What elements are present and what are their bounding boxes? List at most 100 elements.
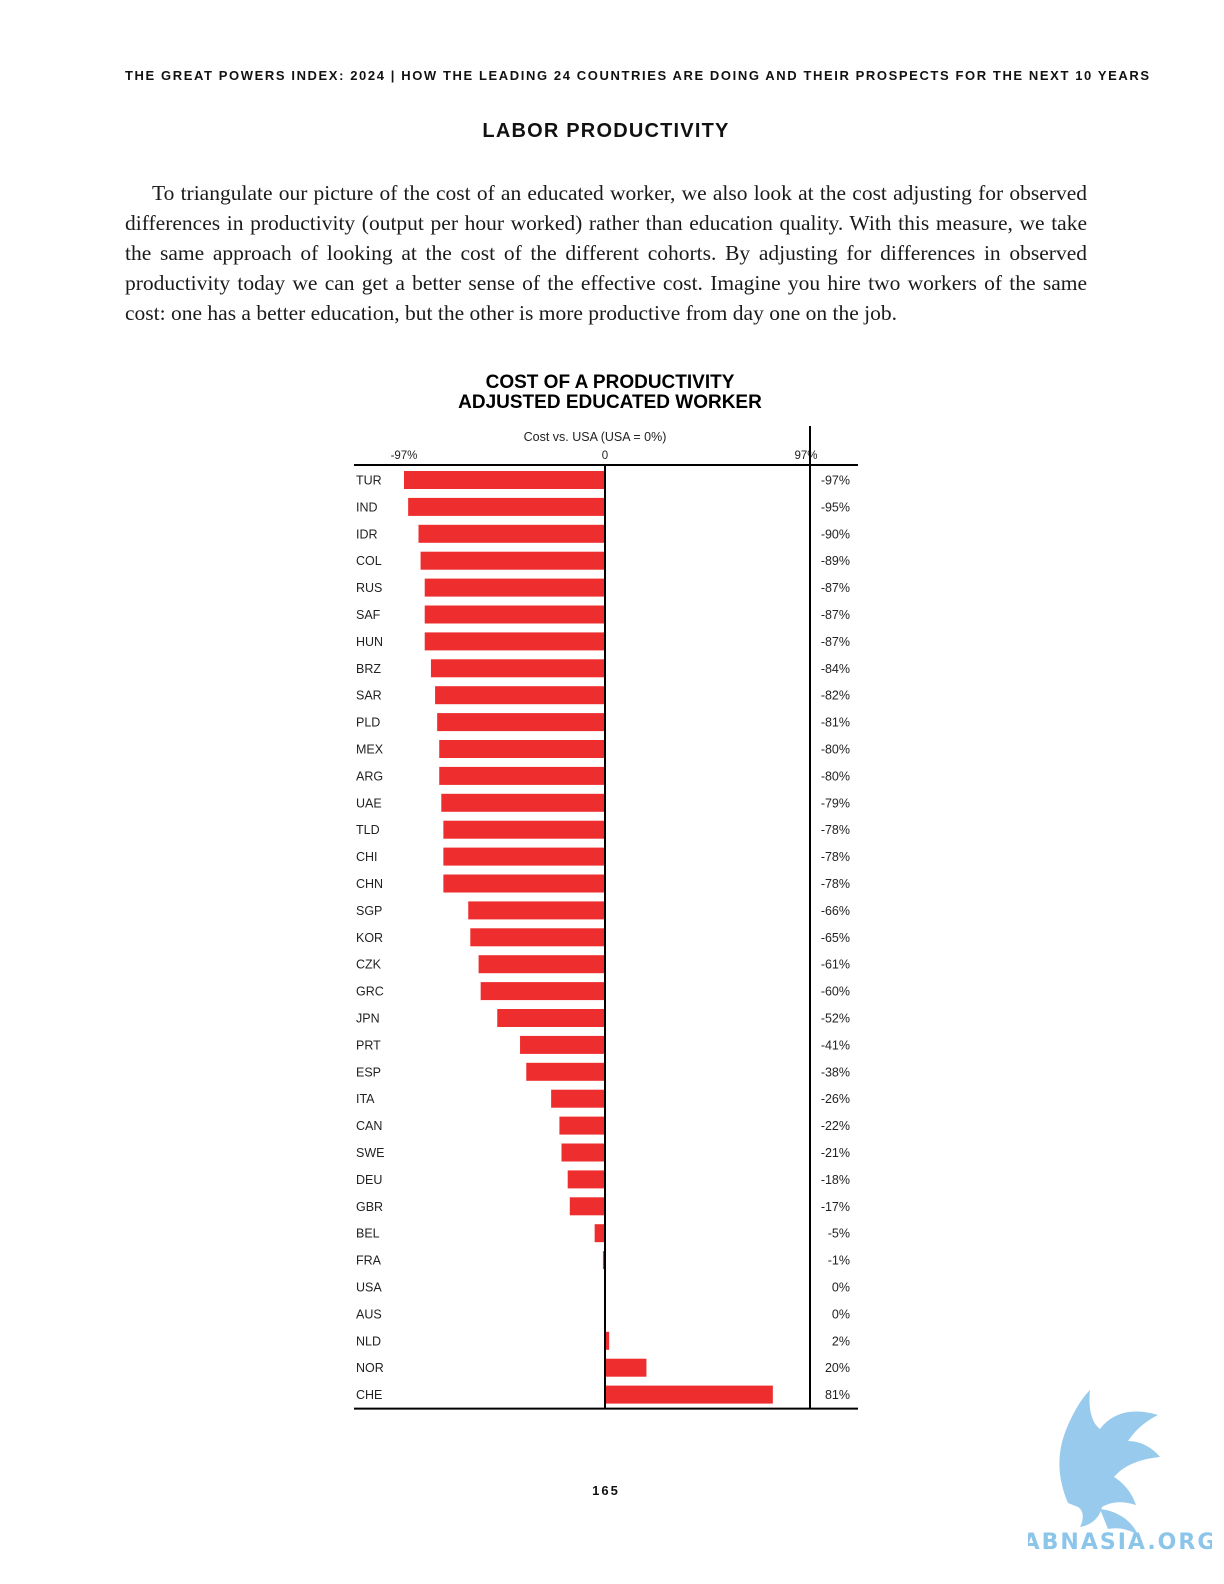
value-label: -87% [821,608,850,622]
value-label: -82% [821,689,850,703]
category-label: SGP [356,904,382,918]
section-title: LABOR PRODUCTIVITY [482,120,730,142]
category-label: UAE [356,796,382,810]
category-label: PRT [356,1038,381,1052]
tick-label: -97% [391,450,418,462]
bar-saf [424,605,605,624]
bar-tld [443,820,605,839]
bar-bel [594,1224,605,1243]
category-label: TLD [356,823,380,837]
category-label: CHI [356,850,378,864]
category-label: RUS [356,581,382,595]
value-label: -89% [821,554,850,568]
category-label: NOR [356,1361,384,1375]
category-label: ITA [356,1092,375,1106]
category-label: TUR [356,474,382,488]
bar-pld [437,713,605,732]
value-label: 81% [825,1388,850,1402]
value-label: -1% [828,1254,850,1268]
value-label: 20% [825,1361,850,1375]
bar-brz [430,659,605,678]
category-label: IDR [356,527,378,541]
category-label: CHE [356,1388,382,1402]
value-label: -52% [821,1012,850,1026]
category-label: GRC [356,985,384,999]
category-label: GBR [356,1200,383,1214]
bar-can [559,1116,605,1135]
value-label: -38% [821,1065,850,1079]
value-label: 0% [832,1307,850,1321]
category-label: ARG [356,769,383,783]
category-label: SAF [356,608,381,622]
value-label: 2% [832,1334,850,1348]
value-label: -17% [821,1200,850,1214]
value-label: -79% [821,796,850,810]
bar-che [605,1385,773,1404]
category-label: HUN [356,635,383,649]
category-label: NLD [356,1334,381,1348]
bar-ita [551,1089,605,1108]
value-label: -5% [828,1227,850,1241]
body-paragraph: To triangulate our picture of the cost o… [125,181,1087,325]
bar-grc [480,982,605,1001]
chart-title-line2: ADJUSTED EDUCATED WORKER [458,392,762,413]
bar-mex [439,740,605,758]
category-label: ESP [356,1065,381,1079]
running-head: THE GREAT POWERS INDEX: 2024 | HOW THE L… [125,68,1151,83]
category-label: BRZ [356,662,381,676]
value-label: -78% [821,850,850,864]
bar-prt [520,1035,605,1054]
bar-kor [470,928,605,947]
value-label: -21% [821,1146,850,1160]
category-label: CZK [356,958,382,972]
tick-label: 97% [794,450,817,462]
axis-label: Cost vs. USA (USA = 0%) [524,430,667,444]
chart-title: COST OF A PRODUCTIVITY ADJUSTED EDUCATED… [362,373,858,413]
category-label: KOR [356,931,383,945]
value-label: -97% [821,474,850,488]
value-label: -90% [821,527,850,541]
bar-idr [418,524,605,543]
bar-sgp [468,901,605,920]
bar-chi [443,847,605,866]
value-label: -84% [821,662,850,676]
bar-chn [443,874,605,893]
category-label: BEL [356,1227,380,1241]
category-label: USA [356,1281,382,1295]
bar-deu [567,1170,605,1189]
category-label: SAR [356,689,382,703]
category-label: PLD [356,716,380,730]
bar-hun [424,632,605,651]
value-label: -78% [821,823,850,837]
value-label: -87% [821,581,850,595]
category-label: IND [356,500,378,514]
bar-jpn [497,1009,605,1027]
bar-col [420,551,605,570]
bar-sar [435,686,605,705]
value-label: -95% [821,500,850,514]
value-label: -81% [821,716,850,730]
bar-rus [424,578,605,597]
category-label: AUS [356,1307,382,1321]
chart-title-line1: COST OF A PRODUCTIVITY [485,372,735,393]
bar-nld [605,1331,610,1350]
page-number: 165 [592,1483,620,1498]
value-label: -26% [821,1092,850,1106]
bar-nor [605,1358,647,1377]
value-label: -22% [821,1119,850,1133]
bar-esp [526,1062,605,1081]
value-label: -65% [821,931,850,945]
watermark-text: ABNASIA.ORG [1028,1530,1212,1555]
category-label: JPN [356,1012,380,1026]
bar-czk [478,955,605,974]
category-label: CAN [356,1119,382,1133]
value-label: -41% [821,1038,850,1052]
value-label: -66% [821,904,850,918]
value-label: -80% [821,743,850,757]
watermark-logo: ABNASIA.ORG [1028,1390,1212,1555]
tick-label: 0 [602,450,608,462]
bar-fra [602,1251,605,1270]
griffin-icon [1059,1390,1160,1535]
bar-swe [561,1143,605,1162]
category-label: FRA [356,1254,382,1268]
